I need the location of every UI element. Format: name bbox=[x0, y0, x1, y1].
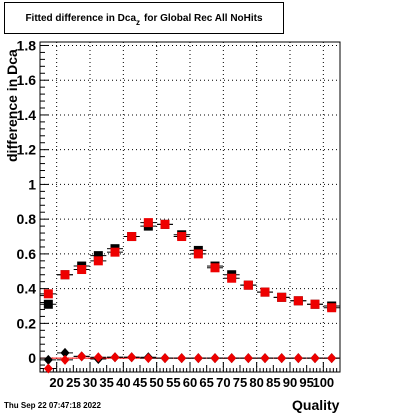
data-point-diamond bbox=[43, 363, 53, 374]
data-point-diamond bbox=[60, 347, 70, 358]
data-point-square bbox=[93, 256, 103, 266]
data-point-square bbox=[77, 265, 87, 275]
y-tick-label: 0 bbox=[28, 350, 36, 366]
x-tick-label: 70 bbox=[216, 375, 230, 390]
data-point-square bbox=[293, 296, 303, 306]
y-tick-label: 0.8 bbox=[17, 211, 37, 227]
data-point-diamond bbox=[260, 353, 270, 364]
x-tick-label: 75 bbox=[233, 375, 247, 390]
data-point-diamond bbox=[177, 353, 187, 364]
x-tick-label: 55 bbox=[166, 375, 180, 390]
data-point-square bbox=[177, 232, 187, 242]
y-tick-label: 1.6 bbox=[17, 72, 37, 88]
axes: 0 0.2 0.4 0.6 0.8 1 1.2 1.4 1.6 1.8 20 25 30 35 40 45 50… bbox=[17, 37, 341, 390]
data-point-square bbox=[193, 249, 203, 259]
data-point-square bbox=[227, 273, 237, 283]
y-tick-label: 0.4 bbox=[17, 281, 37, 297]
y-tick-label: 1.8 bbox=[17, 37, 37, 53]
data-point-diamond bbox=[160, 353, 170, 364]
timestamp: Thu Sep 22 07:47:18 2022 bbox=[4, 401, 101, 410]
y-tick-label: 1.2 bbox=[17, 142, 37, 158]
data-point-square bbox=[210, 263, 220, 273]
data-point-square bbox=[277, 292, 287, 302]
data-point-square bbox=[160, 219, 170, 229]
title-main: Fitted difference in Dca bbox=[25, 12, 137, 24]
x-tick-label: 80 bbox=[249, 375, 263, 390]
x-tick-label: 40 bbox=[116, 375, 130, 390]
y-tick-label: 0.6 bbox=[17, 246, 37, 262]
y-axis-label: difference in Dca bbox=[4, 49, 20, 162]
data-point-diamond bbox=[227, 353, 237, 364]
data-point-square bbox=[110, 247, 120, 257]
x-axis-label: Quality bbox=[292, 397, 340, 413]
data-point-diamond bbox=[310, 353, 320, 364]
data-point-square bbox=[93, 251, 103, 261]
data-point-diamond bbox=[110, 352, 120, 363]
data-point-square bbox=[143, 218, 153, 228]
x-tick-label: 20 bbox=[49, 375, 63, 390]
data-point-diamond bbox=[210, 353, 220, 364]
data-point-square bbox=[127, 232, 137, 242]
title-rest: for Global Rec All NoHits bbox=[144, 12, 263, 24]
data-point-square bbox=[243, 280, 253, 290]
data-point-diamond bbox=[327, 353, 337, 364]
x-tick-label: 45 bbox=[133, 375, 147, 390]
x-tick-label: 65 bbox=[199, 375, 213, 390]
x-tick-label: 25 bbox=[66, 375, 80, 390]
data-point-diamond bbox=[60, 354, 70, 365]
x-tick-label: 85 bbox=[266, 375, 280, 390]
x-tick-label: 60 bbox=[183, 375, 197, 390]
data-point-square bbox=[60, 270, 70, 280]
data-markers bbox=[40, 218, 340, 374]
data-point-diamond bbox=[93, 352, 103, 363]
data-point-diamond bbox=[193, 353, 203, 364]
title-subscript: z bbox=[136, 17, 141, 27]
y-tick-label: 1 bbox=[28, 176, 36, 192]
data-point-diamond bbox=[293, 353, 303, 364]
data-point-diamond bbox=[143, 353, 153, 364]
y-tick-label: 1.4 bbox=[17, 107, 37, 123]
data-point-diamond bbox=[243, 353, 253, 364]
plot-frame bbox=[39, 41, 341, 373]
x-tick-label: 30 bbox=[83, 375, 97, 390]
x-tick-label: 35 bbox=[99, 375, 113, 390]
x-tick-label: 50 bbox=[149, 375, 163, 390]
data-point-diamond bbox=[77, 351, 87, 362]
x-tick-label: 95 bbox=[299, 375, 313, 390]
data-point-square bbox=[43, 299, 53, 309]
data-point-square bbox=[43, 289, 53, 299]
data-point-square bbox=[327, 303, 337, 313]
data-point-diamond bbox=[277, 353, 287, 364]
x-tick-label: 90 bbox=[283, 375, 297, 390]
data-point-diamond bbox=[127, 352, 137, 363]
chart-title: Fitted difference in Dca z for Global Rec … bbox=[4, 2, 284, 34]
data-point-square bbox=[310, 299, 320, 309]
data-point-square bbox=[260, 287, 270, 297]
data-point-diamond bbox=[43, 354, 53, 365]
x-tick-label: 100 bbox=[312, 375, 334, 390]
y-tick-label: 0.2 bbox=[17, 315, 37, 331]
